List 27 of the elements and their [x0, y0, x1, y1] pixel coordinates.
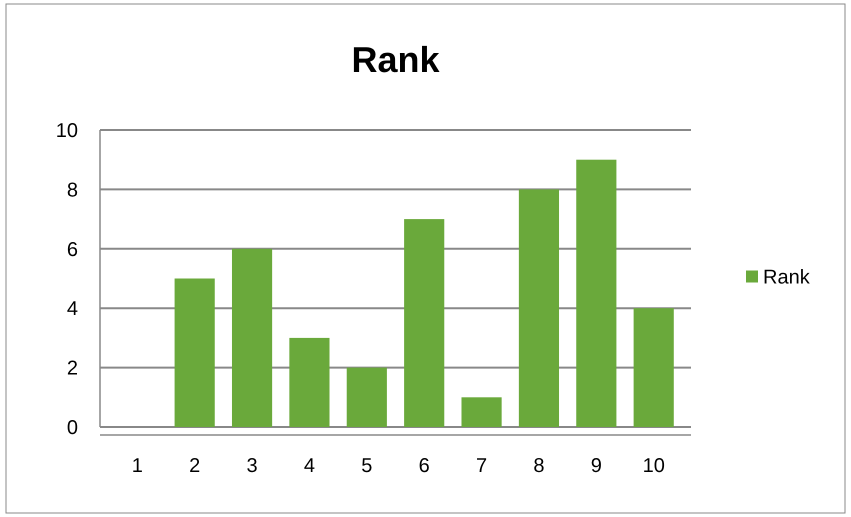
x-tick-label: 8: [533, 455, 545, 477]
y-tick-label: 2: [66, 358, 78, 380]
x-tick-label: 2: [189, 455, 200, 477]
x-tick-label: 3: [246, 455, 258, 477]
x-tick-label: 6: [418, 455, 430, 477]
bar: [461, 397, 502, 427]
x-tick-label: 10: [642, 455, 665, 477]
x-tick-label: 5: [361, 455, 372, 477]
bar: [404, 219, 444, 427]
x-tick-label: 4: [304, 455, 315, 477]
bar: [232, 248, 272, 427]
bar: [289, 338, 330, 427]
y-tick-label: 0: [66, 417, 78, 439]
x-tick-label: 7: [476, 455, 488, 477]
x-tick-label: 1: [132, 455, 143, 477]
y-tick-label: 8: [66, 179, 78, 202]
y-tick-label: 4: [66, 298, 78, 320]
bar: [576, 160, 616, 427]
bar: [346, 368, 387, 427]
chart-title: Rank: [351, 39, 440, 80]
bar: [518, 189, 560, 427]
bar: [634, 308, 674, 427]
x-tick-label: 9: [590, 455, 602, 477]
y-tick-label: 10: [56, 120, 78, 142]
legend-label: Rank: [763, 266, 811, 288]
bar: [174, 278, 215, 427]
y-tick-label: 6: [66, 238, 78, 261]
